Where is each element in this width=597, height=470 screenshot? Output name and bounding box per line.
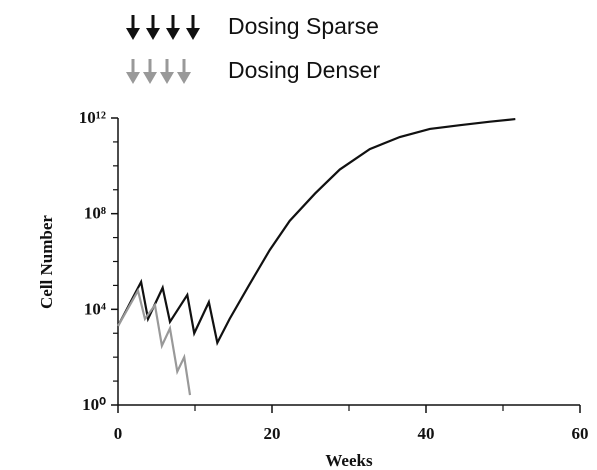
legend-arrow-head — [166, 28, 180, 40]
x-tick-label: 60 — [572, 424, 589, 443]
series-line — [117, 117, 516, 347]
series-line — [117, 287, 192, 396]
legend-arrow-head — [143, 72, 157, 84]
legend-label: Dosing Sparse — [228, 13, 379, 39]
x-tick-label: 40 — [418, 424, 435, 443]
legend-arrow-head — [177, 72, 191, 84]
y-tick-label: 10⁸ — [84, 204, 106, 223]
legend-arrow-head — [146, 28, 160, 40]
legend-arrow-head — [126, 72, 140, 84]
y-axis-label: Cell Number — [37, 215, 56, 309]
x-tick-label: 0 — [114, 424, 123, 443]
x-tick-label: 20 — [264, 424, 281, 443]
legend-arrow-head — [126, 28, 140, 40]
y-tick-label: 10⁴ — [84, 299, 106, 318]
legend-arrow-head — [160, 72, 174, 84]
x-axis-label: Weeks — [325, 451, 373, 470]
legend-label: Dosing Denser — [228, 57, 380, 83]
y-tick-label: 10⁰ — [82, 395, 106, 414]
y-tick-label: 10¹² — [79, 108, 106, 127]
legend-arrow-head — [186, 28, 200, 40]
legend: Dosing Sparse Dosing Denser — [126, 13, 380, 84]
